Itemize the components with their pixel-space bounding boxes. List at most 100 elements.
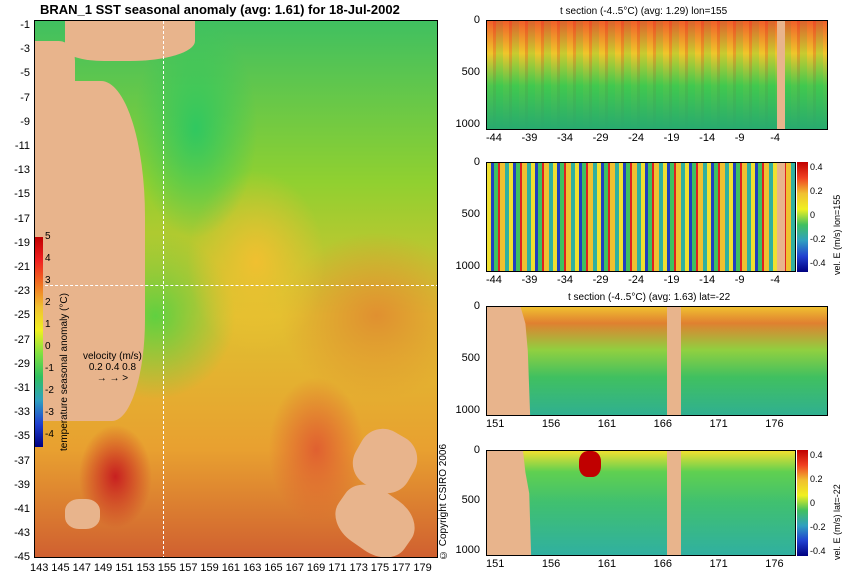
map-y-tick: -31 [14,382,30,394]
panel3-title: t section (-4..5°C) (avg: 1.63) lat=-22 [568,292,731,303]
panel-x-tick: -29 [592,132,609,144]
lat-22-section-line [35,285,437,286]
panel-x-tick: 151 [486,418,505,430]
panel2-land-gap [777,163,785,271]
lon-155-section-line [163,21,164,557]
velocity-legend: velocity (m/s) 0.2 0.4 0.8 → → > [83,351,142,384]
panel-y-tick: 1000 [455,118,480,130]
map-x-tick: 177 [392,562,411,574]
map-colorbar-tick: 0 [45,341,51,352]
map-colorbar-tick: 4 [45,253,51,264]
map-y-tick: -39 [14,478,30,491]
panel-x-tick: -14 [699,274,716,286]
panel4-velocity-section [486,450,796,556]
panel4-colorbar [797,450,808,556]
velocity-colorbar-tick: -0.2 [810,234,826,244]
map-colorbar-label: temperature seasonal anomaly (°C) [59,293,70,451]
map-colorbar-tick: -1 [45,363,54,374]
map-x-tick: 179 [413,562,432,574]
new-guinea-land [65,21,195,61]
map-y-tick: -19 [14,236,30,249]
panel-x-tick: -19 [663,132,680,144]
panel-x-tick: -4 [770,132,781,144]
map-y-tick: -1 [20,19,30,31]
velocity-colorbar-tick: 0.4 [810,162,823,172]
panel3-land-gap [667,307,681,415]
panel-x-tick: 171 [709,558,728,570]
map-colorbar-ticks: 5 4 3 2 1 0 -1 -2 -3 -4 [45,231,65,451]
panel-x-tick: 176 [765,418,784,430]
velocity-legend-title: velocity (m/s) [83,351,142,362]
map-x-tick: 163 [243,562,262,574]
velocity-colorbar-tick: 0 [810,210,816,220]
map-x-tick: 149 [93,562,113,574]
panel-x-tick: -9 [734,274,745,286]
velocity-colorbar-tick: 0 [810,498,816,508]
panel2-velocity-section [486,162,796,272]
map-title: BRAN_1 SST seasonal anomaly (avg: 1.61) … [40,2,400,17]
new-zealand-south-land [325,473,425,557]
panel-y-tick: 500 [461,66,480,78]
panel4-red-core [579,451,601,477]
panel1-temp-section [486,20,828,130]
map-y-tick: -23 [14,285,30,298]
panel4-land-left [487,451,532,555]
panel-x-tick: 161 [597,558,617,570]
panel-x-tick: -4 [770,274,781,286]
panel-y-tick: 1000 [455,404,480,416]
panel2-colorbar-label: vel. E (m/s) lon=155 [832,194,842,275]
map-x-tick: 165 [264,562,283,574]
map-y-tick: -29 [14,357,30,370]
copyright-text: © Copyright CSIRO 2006 [438,443,449,560]
map-x-tick: 155 [157,562,177,574]
map-x-tick: 173 [349,562,368,574]
map-y-tick: -11 [14,140,30,152]
map-y-tick: -17 [14,212,30,225]
map-y-tick: -3 [20,43,30,56]
map-colorbar-tick: -2 [45,385,54,396]
map-x-tick: 175 [370,562,390,574]
panel-y-tick: 0 [473,444,480,456]
map-y-tick: -13 [14,164,30,177]
map-y-tick: -35 [14,430,30,443]
panel2-colorbar [797,162,808,272]
panel-x-tick: -44 [486,274,502,286]
map-x-tick: 145 [51,562,70,574]
panel-x-tick: -24 [628,132,645,144]
panel-x-tick: 156 [541,418,561,430]
velocity-colorbar-tick: 0.2 [810,186,823,196]
panel3-land-left [487,307,531,415]
sst-anomaly-map: 5 4 3 2 1 0 -1 -2 -3 -4 temperature seasonal anom… [34,20,438,558]
map-x-tick: 159 [200,562,219,574]
map-colorbar-tick: 3 [45,275,51,286]
map-x-tick: 171 [328,562,347,574]
velocity-colorbar-tick: -0.4 [810,546,826,556]
map-y-tick: -37 [14,454,30,467]
panel1-title: t section (-4..5°C) (avg: 1.29) lon=155 [560,6,728,17]
map-x-tick: 147 [72,562,91,574]
map-y-tick: -43 [14,527,30,540]
map-y-tick: -45 [14,551,30,564]
panel4-colorbar-ticks: 0.4 0.2 0 -0.2 -0.4 [810,450,830,556]
panel-x-tick: -39 [521,132,538,144]
panel-x-tick: -39 [521,274,538,286]
panel-y-tick: 500 [461,494,480,506]
velocity-colorbar-tick: -0.2 [810,522,826,532]
panel-y-tick: 500 [461,208,480,220]
map-colorbar-tick: 5 [45,231,51,242]
map-y-tick: -21 [14,261,30,273]
map-y-tick: -41 [14,503,30,515]
map-y-tick: -5 [20,67,30,80]
panel-x-tick: -19 [663,274,680,286]
map-x-tick: 153 [136,562,155,574]
map-y-tick: -15 [14,188,30,201]
panel-x-tick: 161 [597,418,617,430]
velocity-colorbar-tick: -0.4 [810,258,826,268]
panel-x-tick: 151 [486,558,505,570]
panel-x-tick: 156 [541,558,561,570]
velocity-colorbar-tick: 0.2 [810,474,823,484]
panel-y-tick: 1000 [455,544,480,556]
map-colorbar-tick: -3 [45,407,54,418]
panel3-temp-section [486,306,828,416]
tasmania-land [65,499,100,529]
